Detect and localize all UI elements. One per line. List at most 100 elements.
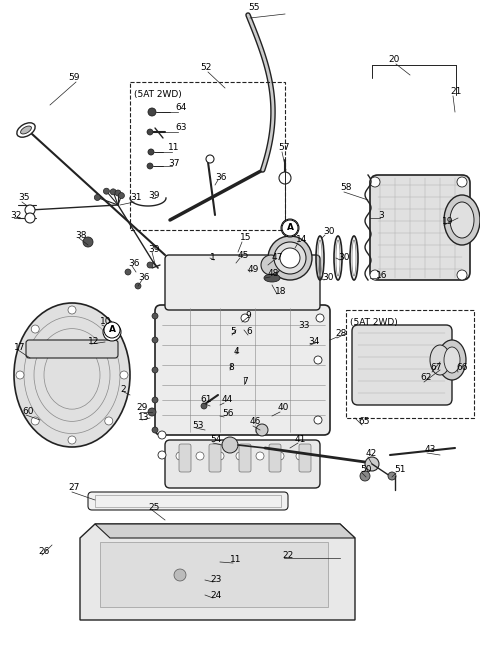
Text: 34: 34 <box>308 338 319 347</box>
FancyBboxPatch shape <box>26 340 118 358</box>
Ellipse shape <box>119 193 124 199</box>
FancyBboxPatch shape <box>165 440 320 488</box>
Text: 36: 36 <box>128 259 140 268</box>
Ellipse shape <box>147 262 153 268</box>
Bar <box>100 542 328 607</box>
Ellipse shape <box>280 248 300 268</box>
Bar <box>95 495 281 507</box>
Text: 41: 41 <box>295 436 306 445</box>
Ellipse shape <box>296 452 304 460</box>
Text: A: A <box>108 326 116 334</box>
Text: 58: 58 <box>340 184 351 193</box>
Ellipse shape <box>147 163 153 169</box>
Text: 54: 54 <box>210 436 221 445</box>
Ellipse shape <box>444 347 460 373</box>
Text: 50: 50 <box>360 465 372 474</box>
FancyBboxPatch shape <box>239 444 251 472</box>
Text: 57: 57 <box>278 143 289 153</box>
Text: 66: 66 <box>456 363 468 372</box>
Text: 44: 44 <box>222 395 233 405</box>
Ellipse shape <box>83 237 93 247</box>
Ellipse shape <box>158 451 166 459</box>
Ellipse shape <box>21 126 31 134</box>
Text: 20: 20 <box>388 55 399 64</box>
Ellipse shape <box>95 195 100 201</box>
Text: 14: 14 <box>296 236 307 245</box>
Text: 55: 55 <box>248 3 260 13</box>
Ellipse shape <box>216 452 224 460</box>
Ellipse shape <box>110 189 116 195</box>
Text: 4: 4 <box>234 347 240 357</box>
Ellipse shape <box>206 155 214 163</box>
Ellipse shape <box>201 403 207 409</box>
Ellipse shape <box>457 177 467 187</box>
Ellipse shape <box>370 270 380 280</box>
Text: A: A <box>287 224 293 232</box>
Ellipse shape <box>438 340 466 380</box>
Text: 23: 23 <box>210 576 221 584</box>
Text: 21: 21 <box>450 88 461 97</box>
Text: (5AT 2WD): (5AT 2WD) <box>350 318 398 327</box>
FancyBboxPatch shape <box>155 305 330 435</box>
Ellipse shape <box>430 345 450 375</box>
Text: 9: 9 <box>245 311 251 320</box>
Ellipse shape <box>158 431 166 439</box>
Ellipse shape <box>388 472 396 480</box>
Ellipse shape <box>256 452 264 460</box>
Ellipse shape <box>125 269 131 275</box>
Ellipse shape <box>25 205 35 215</box>
Ellipse shape <box>115 190 121 196</box>
Ellipse shape <box>176 452 184 460</box>
Ellipse shape <box>152 367 158 373</box>
Text: 25: 25 <box>148 503 159 513</box>
Text: 11: 11 <box>168 143 180 153</box>
Ellipse shape <box>457 270 467 280</box>
Text: 64: 64 <box>175 103 186 113</box>
Text: 39: 39 <box>148 191 159 199</box>
Text: 36: 36 <box>215 174 227 182</box>
Ellipse shape <box>152 427 158 433</box>
Polygon shape <box>95 524 355 538</box>
Ellipse shape <box>264 274 280 282</box>
Ellipse shape <box>360 471 370 481</box>
Ellipse shape <box>103 323 121 341</box>
Ellipse shape <box>68 436 76 444</box>
Text: 49: 49 <box>248 265 259 274</box>
Text: 10: 10 <box>100 318 111 326</box>
Text: 48: 48 <box>268 270 279 278</box>
Text: 26: 26 <box>38 547 49 557</box>
Text: 63: 63 <box>175 124 187 132</box>
Text: 42: 42 <box>366 449 377 459</box>
Text: 59: 59 <box>68 74 80 82</box>
Text: 13: 13 <box>138 413 149 422</box>
Text: 8: 8 <box>228 363 234 372</box>
Text: 39: 39 <box>148 245 159 255</box>
Text: 52: 52 <box>200 64 211 72</box>
Text: 31: 31 <box>130 193 142 203</box>
Ellipse shape <box>104 322 120 338</box>
Ellipse shape <box>314 356 322 364</box>
Text: 24: 24 <box>210 592 221 601</box>
Text: 43: 43 <box>425 445 436 455</box>
Ellipse shape <box>276 452 284 460</box>
Text: A: A <box>286 223 294 233</box>
Ellipse shape <box>241 314 249 322</box>
Text: 60: 60 <box>22 407 34 417</box>
Text: 19: 19 <box>442 218 454 226</box>
Text: 65: 65 <box>358 417 370 426</box>
Text: 46: 46 <box>250 417 262 426</box>
Ellipse shape <box>105 325 113 333</box>
Text: A: A <box>108 327 116 337</box>
Text: 30: 30 <box>338 253 349 263</box>
Ellipse shape <box>222 437 238 453</box>
Ellipse shape <box>68 306 76 314</box>
Ellipse shape <box>17 123 35 138</box>
Ellipse shape <box>105 417 113 425</box>
Bar <box>130 82 285 230</box>
Ellipse shape <box>103 188 109 194</box>
Text: 32: 32 <box>10 211 22 220</box>
FancyBboxPatch shape <box>299 444 311 472</box>
Text: 12: 12 <box>88 338 99 347</box>
Ellipse shape <box>444 195 480 245</box>
FancyBboxPatch shape <box>209 444 221 472</box>
